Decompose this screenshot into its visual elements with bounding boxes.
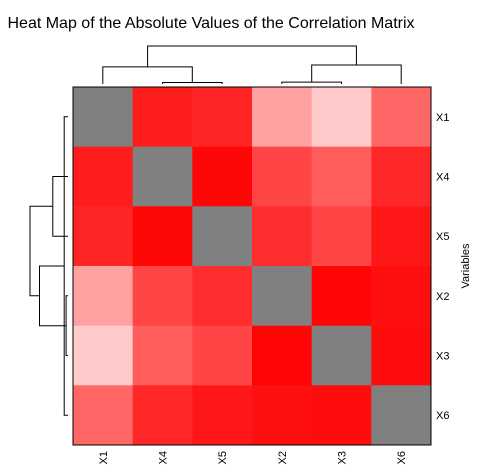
heatmap-cell xyxy=(311,385,372,446)
column-dendrogram-branch xyxy=(281,81,342,84)
column-tick-label: X5 xyxy=(217,451,229,464)
heatmap-cell xyxy=(132,146,193,207)
column-tick-label: X6 xyxy=(396,451,408,464)
heatmap-cell xyxy=(192,325,253,386)
heatmap-cell xyxy=(252,266,313,327)
heatmap-cell xyxy=(252,146,313,207)
row-dendrogram xyxy=(29,116,68,416)
heatmap-cell xyxy=(192,206,253,267)
heatmap-cell xyxy=(252,325,313,386)
column-tick-label: X4 xyxy=(158,451,170,464)
heatmap-cell xyxy=(252,206,313,267)
heatmap-cell xyxy=(311,206,372,267)
heatmap-cell xyxy=(73,87,134,148)
column-tick-label: X3 xyxy=(337,451,349,464)
column-dendrogram-branch xyxy=(102,66,193,84)
heatmap-cell xyxy=(371,87,432,148)
heatmap-cell xyxy=(311,146,372,207)
column-dendrogram-branch xyxy=(311,64,402,84)
heatmap-cells xyxy=(73,87,432,446)
heatmap-cell xyxy=(371,146,432,207)
column-dendrogram-branch xyxy=(162,82,223,84)
heatmap-cell xyxy=(252,385,313,446)
heatmap-cell xyxy=(311,266,372,327)
heatmap-cell xyxy=(192,146,253,207)
heatmap-cell xyxy=(73,206,134,267)
row-dendrogram-branch xyxy=(39,265,67,327)
chart-title: Heat Map of the Absolute Values of the C… xyxy=(7,15,414,32)
heatmap-cell xyxy=(371,206,432,267)
heatmap-cell xyxy=(192,385,253,446)
column-tick-label: X2 xyxy=(277,451,289,464)
heatmap-cell xyxy=(311,325,372,386)
row-tick-label: X4 xyxy=(436,172,449,184)
row-tick-label: X1 xyxy=(436,112,449,124)
row-dendrogram-branch xyxy=(65,295,68,356)
column-labels: X1 X4 X5 X2 X3 X6 xyxy=(98,451,408,464)
row-dendrogram-branch xyxy=(29,205,53,297)
column-dendrogram xyxy=(102,45,402,84)
column-dendrogram-branch xyxy=(147,45,357,67)
column-tick-label: X1 xyxy=(98,451,110,464)
heatmap-cell xyxy=(132,385,193,446)
row-dendrogram-branch xyxy=(52,176,68,237)
heatmap-cell xyxy=(311,87,372,148)
row-tick-label: X2 xyxy=(436,291,449,303)
row-tick-label: X6 xyxy=(436,410,449,422)
row-labels: X1 X4 X5 X2 X3 X6 xyxy=(436,112,449,422)
heatmap-cell xyxy=(371,385,432,446)
heatmap-cell xyxy=(73,385,134,446)
row-dendrogram-branch xyxy=(63,116,68,416)
heatmap-cell xyxy=(73,325,134,386)
heatmap-cell xyxy=(132,266,193,327)
heatmap-cell xyxy=(132,87,193,148)
heatmap-cell xyxy=(192,266,253,327)
plot-border xyxy=(72,86,432,446)
heatmap-cell xyxy=(192,87,253,148)
heatmap-cell xyxy=(371,325,432,386)
heatmap-cell xyxy=(132,206,193,267)
row-tick-label: X5 xyxy=(436,231,449,243)
heatmap-cell xyxy=(73,146,134,207)
heatmap-cell xyxy=(371,266,432,327)
y-axis-label: Variables xyxy=(460,243,472,289)
heatmap-cell xyxy=(252,87,313,148)
heatmap-cell xyxy=(132,325,193,386)
heatmap-cell xyxy=(73,266,134,327)
row-tick-label: X3 xyxy=(436,351,449,363)
